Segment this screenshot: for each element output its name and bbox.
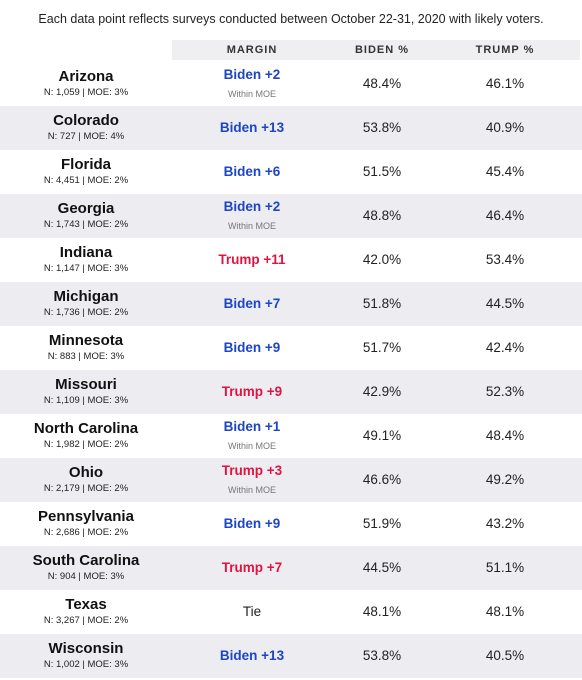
sample-info: N: 2,179 | MOE: 2% [43, 483, 129, 494]
column-header: MARGIN [226, 44, 278, 56]
state-name: Ohio [68, 464, 104, 481]
state-name: Michigan [53, 288, 119, 305]
trump-pct: 42.4% [485, 340, 525, 355]
state-name: Texas [65, 596, 107, 613]
state-name: Minnesota [48, 332, 124, 349]
biden-pct: 46.6% [362, 472, 402, 487]
table-row: Texas N: 3,267 | MOE: 2% Tie 48.1% 48.1% [0, 590, 582, 634]
biden-pct: 51.8% [362, 296, 402, 311]
margin: Tie [242, 604, 262, 619]
state-name: Colorado [53, 112, 119, 129]
table-row: North Carolina N: 1,982 | MOE: 2% Biden +1… [0, 414, 582, 458]
margin: Biden +2 [223, 199, 281, 214]
table-row: South Carolina N: 904 | MOE: 3% Trump +7 44… [0, 546, 582, 590]
margin: Trump +9 [221, 384, 283, 399]
biden-pct: 49.1% [362, 428, 402, 443]
column-header: TRUMP % [475, 44, 535, 56]
margin: Trump +7 [221, 560, 283, 575]
biden-pct: 53.8% [362, 120, 402, 135]
margin: Biden +13 [219, 120, 285, 135]
state-name: South Carolina [32, 552, 140, 569]
trump-pct: 45.4% [485, 164, 525, 179]
trump-pct: 49.2% [485, 472, 525, 487]
sample-info: N: 1,982 | MOE: 2% [43, 439, 129, 450]
trump-pct: 48.1% [485, 604, 525, 619]
table-row: Minnesota N: 883 | MOE: 3% Biden +9 51.7% 42… [0, 326, 582, 370]
trump-pct: 46.4% [485, 208, 525, 223]
state-name: Arizona [58, 68, 114, 85]
sample-info: N: 904 | MOE: 3% [47, 571, 125, 582]
margin: Biden +2 [223, 67, 281, 82]
state-name: Florida [60, 156, 111, 173]
margin: Biden +6 [223, 164, 281, 179]
table-row: Wisconsin N: 1,002 | MOE: 3% Biden +13 53.8… [0, 634, 582, 678]
trump-pct: 52.3% [485, 384, 525, 399]
trump-pct: 51.1% [485, 560, 525, 575]
margin: Trump +11 [218, 252, 286, 267]
trump-pct: 46.1% [485, 76, 525, 91]
biden-pct: 44.5% [362, 560, 402, 575]
state-name: Missouri [55, 376, 117, 393]
table-row: Ohio N: 2,179 | MOE: 2% Trump +3 Within MOE… [0, 458, 582, 502]
trump-pct: 48.4% [485, 428, 525, 443]
margin-note: Within MOE [227, 89, 276, 99]
margin-note: Within MOE [227, 221, 276, 231]
sample-info: N: 1,736 | MOE: 2% [43, 307, 129, 318]
margin: Biden +1 [223, 419, 281, 434]
table-row: Colorado N: 727 | MOE: 4% Biden +13 53.8% 40… [0, 106, 582, 150]
sample-info: N: 727 | MOE: 4% [47, 131, 125, 142]
sample-info: N: 883 | MOE: 3% [47, 351, 125, 362]
biden-pct: 48.8% [362, 208, 402, 223]
margin: Biden +7 [223, 296, 281, 311]
header-band [172, 40, 580, 60]
margin-note: Within MOE [227, 485, 276, 495]
trump-pct: 40.9% [485, 120, 525, 135]
sample-info: N: 1,147 | MOE: 3% [43, 263, 129, 274]
state-name: Georgia [57, 200, 115, 217]
table-row: Pennsylvania N: 2,686 | MOE: 2% Biden +9 51… [0, 502, 582, 546]
state-name: Wisconsin [48, 640, 124, 657]
sample-info: N: 1,743 | MOE: 2% [43, 219, 129, 230]
table-row: Missouri N: 1,109 | MOE: 3% Trump +9 42.9% 5… [0, 370, 582, 414]
margin-note: Within MOE [227, 441, 276, 451]
biden-pct: 48.4% [362, 76, 402, 91]
column-header: BIDEN % [354, 44, 410, 56]
sample-info: N: 1,109 | MOE: 3% [43, 395, 129, 406]
trump-pct: 53.4% [485, 252, 525, 267]
trump-pct: 43.2% [485, 516, 525, 531]
margin: Trump +3 [221, 463, 283, 478]
biden-pct: 51.9% [362, 516, 402, 531]
table-row: Florida N: 4,451 | MOE: 2% Biden +6 51.5% 45… [0, 150, 582, 194]
sample-info: N: 4,451 | MOE: 2% [43, 175, 129, 186]
biden-pct: 48.1% [362, 604, 402, 619]
biden-pct: 42.9% [362, 384, 402, 399]
trump-pct: 44.5% [485, 296, 525, 311]
state-name: Pennsylvania [38, 508, 134, 525]
trump-pct: 40.5% [485, 648, 525, 663]
table-row: Michigan N: 1,736 | MOE: 2% Biden +7 51.8% 4… [0, 282, 582, 326]
biden-pct: 51.7% [362, 340, 402, 355]
note: Each data point reflects surveys conduct… [38, 12, 544, 26]
sample-info: N: 1,059 | MOE: 3% [43, 87, 129, 98]
sample-info: N: 2,686 | MOE: 2% [43, 527, 129, 538]
biden-pct: 53.8% [362, 648, 402, 663]
margin: Biden +13 [219, 648, 285, 663]
table-row: Arizona N: 1,059 | MOE: 3% Biden +2 Within … [0, 62, 582, 106]
sample-info: N: 1,002 | MOE: 3% [43, 659, 129, 670]
biden-pct: 51.5% [362, 164, 402, 179]
table-row: Georgia N: 1,743 | MOE: 2% Biden +2 Within … [0, 194, 582, 238]
sample-info: N: 3,267 | MOE: 2% [43, 615, 129, 626]
table-row: Indiana N: 1,147 | MOE: 3% Trump +11 42.0% 5… [0, 238, 582, 282]
margin: Biden +9 [223, 340, 281, 355]
biden-pct: 42.0% [362, 252, 402, 267]
state-name: Indiana [59, 244, 113, 261]
margin: Biden +9 [223, 516, 281, 531]
state-name: North Carolina [33, 420, 139, 437]
